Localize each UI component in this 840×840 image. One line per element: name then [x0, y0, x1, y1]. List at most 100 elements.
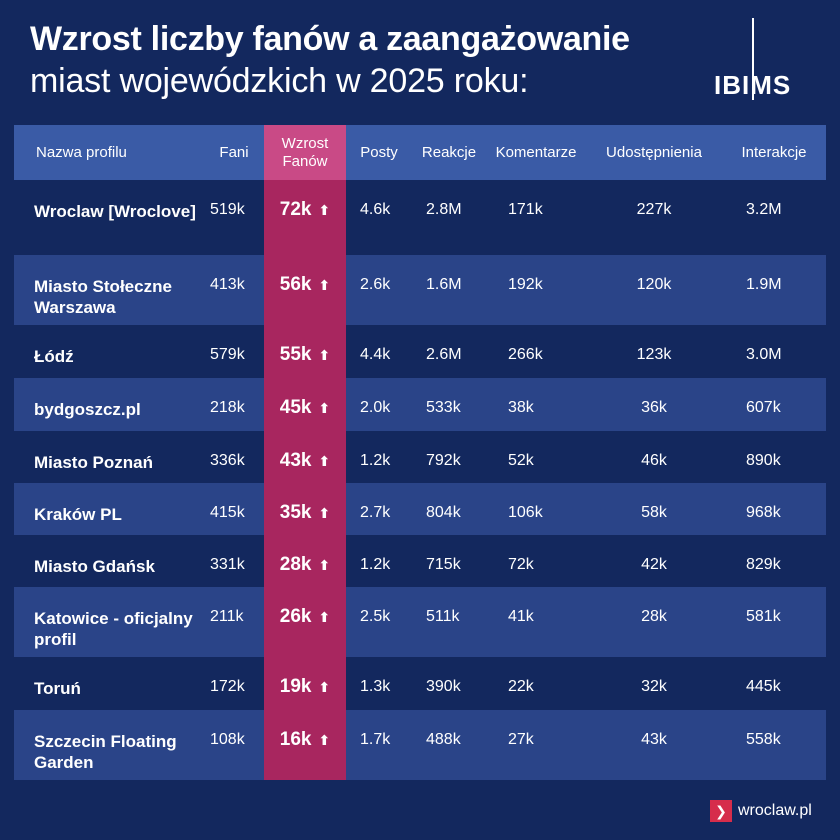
cell-name-value: Miasto Poznań: [34, 453, 154, 472]
table-row: Katowice - oficjalny profil 211k 26k ⬆ 2.5k 5…: [14, 587, 826, 657]
cell-fans-value: 413k: [210, 276, 245, 293]
cell-comments: 22k: [486, 657, 586, 710]
arrow-up-icon: ⬆: [318, 202, 331, 218]
cell-comments: 266k: [486, 325, 586, 378]
cell-comments-value: 72k: [508, 556, 534, 573]
cell-fans: 108k: [204, 710, 264, 780]
cell-interactions-value: 3.0M: [746, 346, 782, 363]
title-line-2: miast wojewódzkich w 2025 roku:: [30, 62, 529, 100]
cell-posts: 1.2k: [346, 535, 412, 587]
cell-name: Szczecin Floating Garden: [14, 710, 204, 780]
cell-name-value: Miasto Gdańsk: [34, 557, 155, 576]
cell-comments-value: 192k: [508, 276, 543, 293]
cell-comments: 52k: [486, 431, 586, 483]
header-fans: Fani: [204, 125, 264, 180]
cell-reactions-value: 511k: [426, 608, 460, 625]
cell-shares: 227k: [586, 180, 722, 255]
cell-posts-value: 2.0k: [360, 399, 391, 416]
arrow-up-icon: ⬆: [318, 609, 331, 625]
cell-reactions-value: 715k: [426, 556, 461, 573]
cell-posts-value: 2.7k: [360, 504, 391, 521]
arrow-up-icon: ⬆: [318, 277, 331, 293]
cell-name-value: Miasto Stołeczne Warszawa: [34, 277, 172, 317]
cell-growth: 45k ⬆: [264, 378, 346, 431]
cell-growth: 55k ⬆: [264, 325, 346, 378]
cell-reactions: 804k: [412, 483, 486, 535]
table-row: Wroclaw [Wroclove] 519k 72k ⬆ 4.6k 2.8M 171k 22…: [14, 180, 826, 255]
cell-fans: 579k: [204, 325, 264, 378]
cell-fans: 415k: [204, 483, 264, 535]
cell-interactions: 1.9M: [722, 255, 826, 325]
table-row: bydgoszcz.pl 218k 45k ⬆ 2.0k 533k 38k 36k 607k: [14, 378, 826, 431]
cell-interactions-value: 1.9M: [746, 276, 782, 293]
cell-interactions: 968k: [722, 483, 826, 535]
cell-name-value: Wroclaw [Wroclove]: [34, 202, 196, 221]
table-row: Miasto Gdańsk 331k 28k ⬆ 1.2k 715k 72k 42k 829k: [14, 535, 826, 587]
cell-interactions-value: 890k: [746, 452, 781, 469]
cell-comments: 106k: [486, 483, 586, 535]
cell-shares: 32k: [586, 657, 722, 710]
table-row: Kraków PL 415k 35k ⬆ 2.7k 804k 106k 58k 968k: [14, 483, 826, 535]
cell-shares-value: 42k: [641, 556, 667, 573]
cell-name-value: bydgoszcz.pl: [34, 400, 141, 419]
cell-interactions-value: 607k: [746, 399, 781, 416]
cell-name: Wroclaw [Wroclove]: [14, 180, 204, 255]
arrow-up-icon: ⬆: [318, 557, 331, 573]
cell-growth-value: 72k: [279, 199, 312, 220]
cell-shares: 42k: [586, 535, 722, 587]
cell-growth: 26k ⬆: [264, 587, 346, 657]
cell-growth: 19k ⬆: [264, 657, 346, 710]
cell-posts: 1.2k: [346, 431, 412, 483]
cell-reactions: 1.6M: [412, 255, 486, 325]
cell-reactions: 715k: [412, 535, 486, 587]
cell-fans-value: 108k: [210, 731, 245, 748]
cell-shares-value: 46k: [641, 452, 667, 469]
cell-posts: 2.7k: [346, 483, 412, 535]
cell-name: bydgoszcz.pl: [14, 378, 204, 431]
cell-interactions: 890k: [722, 431, 826, 483]
cell-fans-value: 415k: [210, 504, 245, 521]
cell-reactions-value: 792k: [426, 452, 461, 469]
cell-reactions-value: 2.8M: [426, 201, 462, 218]
cell-name: Miasto Poznań: [14, 431, 204, 483]
footer-brand: ❯ wroclaw.pl: [710, 800, 812, 822]
cell-reactions-value: 2.6M: [426, 346, 462, 363]
cell-fans: 413k: [204, 255, 264, 325]
cell-growth-value: 16k: [279, 729, 312, 750]
cell-reactions: 390k: [412, 657, 486, 710]
cell-posts: 4.4k: [346, 325, 412, 378]
cell-shares: 28k: [586, 587, 722, 657]
cell-comments-value: 38k: [508, 399, 534, 416]
cell-reactions-value: 1.6M: [426, 276, 462, 293]
cell-shares-value: 120k: [636, 276, 672, 293]
cell-posts-value: 1.2k: [360, 452, 391, 469]
arrow-up-icon: ⬆: [318, 505, 331, 521]
cell-name: Miasto Stołeczne Warszawa: [14, 255, 204, 325]
cell-name-value: Łódź: [34, 347, 74, 366]
cell-growth-value: 19k: [279, 676, 312, 697]
arrow-up-icon: ⬆: [318, 732, 331, 748]
cell-fans: 218k: [204, 378, 264, 431]
cell-fans: 519k: [204, 180, 264, 255]
cell-fans-value: 172k: [210, 678, 245, 695]
cell-name-value: Szczecin Floating Garden: [34, 732, 177, 772]
cell-reactions: 2.6M: [412, 325, 486, 378]
cell-comments: 38k: [486, 378, 586, 431]
cell-growth-value: 28k: [279, 554, 312, 575]
cell-reactions-value: 804k: [426, 504, 461, 521]
cell-comments-value: 106k: [508, 504, 543, 521]
arrow-up-icon: ⬆: [318, 679, 331, 695]
cell-name-value: Toruń: [34, 679, 81, 698]
cell-growth: 43k ⬆: [264, 431, 346, 483]
arrow-up-icon: ⬆: [318, 453, 331, 469]
cell-reactions: 2.8M: [412, 180, 486, 255]
cell-growth-value: 56k: [279, 274, 312, 295]
header-comments: Komentarze: [486, 125, 586, 180]
header-growth: Wzrost Fanów: [264, 125, 346, 180]
cell-growth: 35k ⬆: [264, 483, 346, 535]
cell-interactions: 558k: [722, 710, 826, 780]
cell-growth: 72k ⬆: [264, 180, 346, 255]
cell-posts: 1.7k: [346, 710, 412, 780]
cell-name-value: Kraków PL: [34, 505, 122, 524]
cell-interactions-value: 829k: [746, 556, 781, 573]
